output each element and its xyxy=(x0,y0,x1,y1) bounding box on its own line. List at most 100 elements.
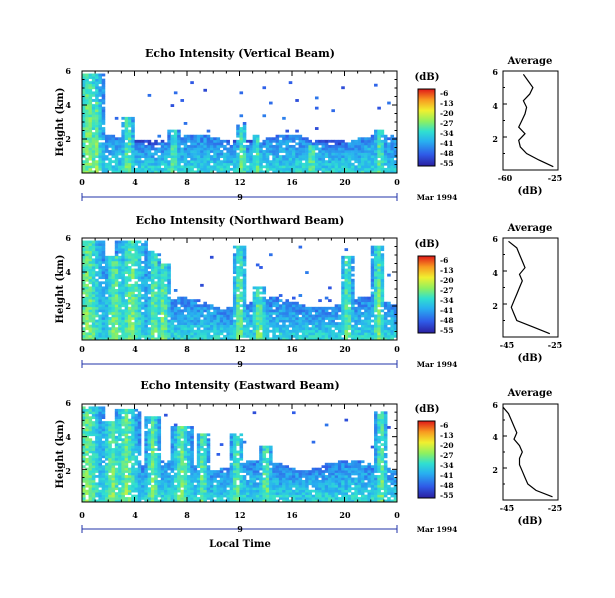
heatmap-cell xyxy=(269,160,273,164)
heatmap-cell xyxy=(160,142,165,146)
heatmap-cell xyxy=(108,286,112,290)
heatmap-cell xyxy=(118,472,122,476)
heatmap-cell xyxy=(298,294,303,297)
heatmap-cell xyxy=(111,289,116,292)
heatmap-cell xyxy=(367,319,372,323)
heatmap-cell xyxy=(367,296,372,300)
heatmap-cell xyxy=(229,160,234,164)
heatmap-cell xyxy=(82,281,86,285)
heatmap-cell xyxy=(354,142,358,146)
heatmap-cell xyxy=(101,311,106,315)
heatmap-cell xyxy=(114,408,119,412)
heatmap-cell xyxy=(101,413,106,417)
heatmap-cell xyxy=(354,144,358,148)
heatmap-cell xyxy=(111,317,116,320)
heatmap-cell xyxy=(124,457,129,461)
heatmap-cell xyxy=(190,157,194,161)
heatmap-cell xyxy=(121,499,125,503)
heatmap-cell xyxy=(141,311,145,315)
heatmap-cell xyxy=(98,416,102,419)
heatmap-cell xyxy=(295,129,299,133)
heatmap-cell xyxy=(121,445,125,449)
heatmap-cell xyxy=(150,416,155,419)
heatmap-cell xyxy=(380,255,385,259)
heatmap-cell xyxy=(321,139,326,143)
heatmap-cell xyxy=(318,160,322,164)
heatmap-cell xyxy=(367,142,372,146)
heatmap-cell xyxy=(111,472,116,476)
heatmap-cell xyxy=(354,139,358,143)
heatmap-cell xyxy=(226,306,230,310)
heatmap-cell xyxy=(180,484,185,488)
heatmap-cell xyxy=(147,266,152,269)
heatmap-cell xyxy=(114,170,119,174)
heatmap-cell xyxy=(157,484,162,488)
profile-frame xyxy=(502,237,559,338)
heatmap-cell xyxy=(314,155,319,158)
heatmap-cell xyxy=(127,334,132,338)
heatmap-cell xyxy=(196,462,201,466)
heatmap-cell xyxy=(278,150,283,153)
heatmap-cell xyxy=(341,167,345,171)
heatmap-cell xyxy=(200,167,204,171)
profile-y-tick: 2 xyxy=(492,134,498,144)
heatmap-cell xyxy=(324,314,329,318)
heatmap-cell xyxy=(314,162,319,166)
colorbar-tick: -48 xyxy=(440,316,454,325)
heatmap-cell xyxy=(131,301,135,305)
heatmap-cell xyxy=(118,271,122,274)
heatmap-cell xyxy=(229,144,234,148)
heatmap-cell xyxy=(370,167,375,171)
y-axis-label: Height (km) xyxy=(55,88,66,157)
heatmap-cell xyxy=(272,322,276,325)
heatmap-cell xyxy=(150,152,155,156)
heatmap-cell xyxy=(236,266,240,269)
heatmap-cell xyxy=(219,332,224,336)
heatmap-cell xyxy=(121,479,125,483)
heatmap-cell xyxy=(262,157,267,161)
heatmap-cell xyxy=(160,465,165,468)
profile-title: Average xyxy=(507,56,553,67)
heatmap-cell xyxy=(131,134,135,138)
heatmap-cell xyxy=(121,489,125,493)
heatmap-cell xyxy=(95,167,99,171)
heatmap-cell xyxy=(131,484,135,488)
heatmap-cell xyxy=(141,465,145,468)
heatmap-cell xyxy=(295,317,299,320)
heatmap-cell xyxy=(137,428,142,432)
heatmap-cell xyxy=(236,129,240,133)
heatmap-cell xyxy=(95,455,99,459)
heatmap-cell xyxy=(95,283,99,287)
heatmap-cell xyxy=(88,132,93,136)
heatmap-cell xyxy=(187,455,191,459)
heatmap-cell xyxy=(170,426,175,429)
heatmap-cell xyxy=(157,494,162,498)
heatmap-cell xyxy=(341,255,345,259)
heatmap-cell xyxy=(124,438,129,442)
heatmap-cell xyxy=(249,314,253,318)
heatmap-cell xyxy=(167,142,171,146)
colorbar-tick: -48 xyxy=(440,149,454,158)
heatmap-cell xyxy=(351,147,355,151)
heatmap-cell xyxy=(275,306,280,310)
heatmap-cell xyxy=(111,438,116,442)
heatmap-cell xyxy=(308,152,312,156)
heatmap-cell xyxy=(114,301,119,305)
heatmap-cell xyxy=(351,286,355,290)
heatmap-cell xyxy=(91,127,96,130)
heatmap-cell xyxy=(360,142,365,146)
heatmap-cell xyxy=(170,152,175,156)
date-label: Mar 1994 xyxy=(417,193,458,202)
heatmap-cell xyxy=(269,299,273,303)
heatmap-cell xyxy=(124,329,129,333)
heatmap-cell xyxy=(295,327,299,331)
heatmap-cell xyxy=(104,421,109,424)
heatmap-cell xyxy=(239,334,244,338)
heatmap-cell xyxy=(98,489,102,493)
heatmap-cell xyxy=(344,165,349,169)
heatmap-cell xyxy=(124,408,129,412)
heatmap-cell xyxy=(147,457,152,461)
heatmap-cell xyxy=(157,319,162,323)
heatmap-cell xyxy=(85,462,89,466)
heatmap-cell xyxy=(98,250,102,254)
